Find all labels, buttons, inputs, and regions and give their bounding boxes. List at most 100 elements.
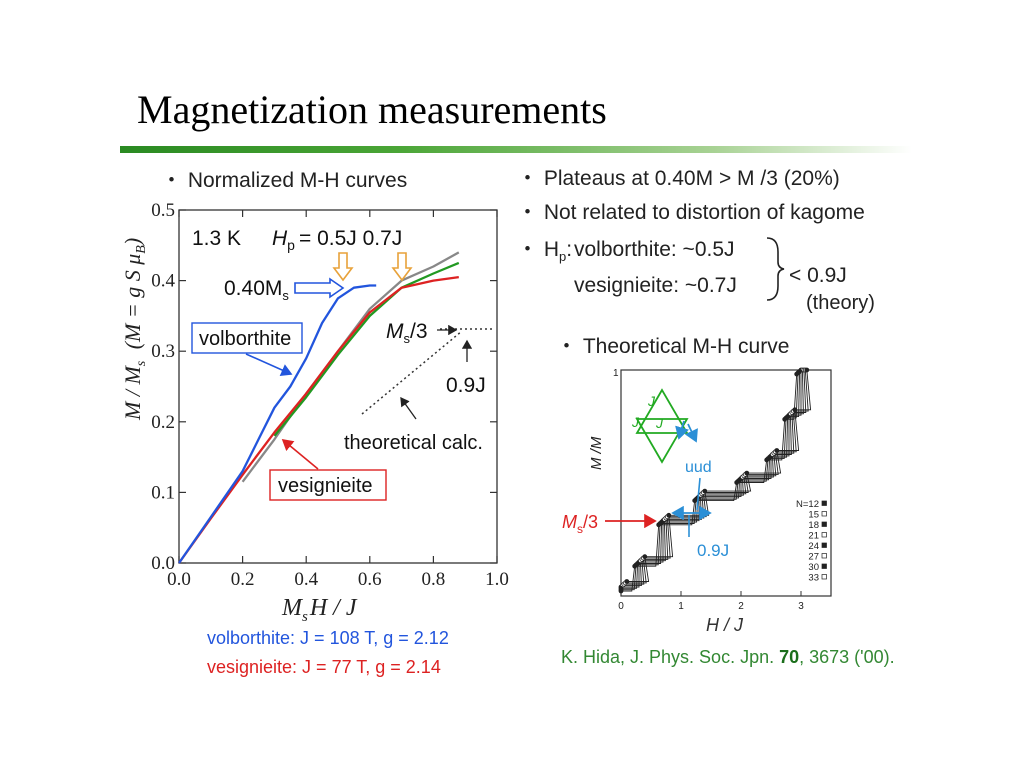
- inset-point: [618, 588, 624, 594]
- hp-theory-note: (theory): [806, 292, 875, 314]
- bullet-distortion: ・ Not related to distortion of kagome: [517, 201, 865, 224]
- legend-entry: 24: [808, 541, 819, 552]
- y-tick-label: 0.0: [151, 553, 175, 574]
- uud-label: uud: [685, 459, 712, 476]
- x-tick-label: 0.8: [422, 569, 446, 590]
- ms3-inset-label: Ms/3: [562, 512, 598, 536]
- x-tick-label: 1.0: [485, 569, 509, 590]
- legend-entry: 27: [808, 552, 819, 563]
- kagome-star: J J J: [631, 388, 698, 464]
- inset-curve: [626, 369, 812, 582]
- title-divider: [120, 146, 912, 153]
- inset-point: [692, 498, 698, 504]
- theory-label: theoretical calc.: [344, 432, 483, 454]
- inset-y1-label: 1: [613, 368, 619, 379]
- legend-symbol: [821, 553, 827, 559]
- h09-inset-label: 0.9J: [697, 541, 729, 560]
- y-tick-label: 0.1: [151, 482, 175, 503]
- legend-symbol: [821, 500, 827, 506]
- orange-down-arrow-1: [332, 252, 354, 282]
- vesignieite-box: [269, 469, 387, 501]
- theory-pointer: [400, 396, 417, 420]
- x-tick-label: 0.2: [231, 569, 255, 590]
- orange-down-arrow-2: [391, 252, 413, 282]
- inset-xlabel: H / J: [706, 615, 744, 635]
- vesignieite-box-label: vesignieite: [278, 475, 373, 497]
- inset-curve: [621, 374, 798, 592]
- legend-entry: 33: [808, 573, 819, 584]
- inset-point: [794, 371, 800, 377]
- legend-entry: 30: [808, 562, 819, 573]
- left-axis-ticks: [178, 209, 498, 564]
- inset-plot-frame: [620, 369, 832, 597]
- inset-x-tick-label: 3: [798, 601, 804, 612]
- hp-volborthite: volborthite: ~0.5J: [574, 238, 735, 261]
- inset-point: [656, 522, 662, 528]
- inset-point: [764, 457, 770, 463]
- x-tick-label: 0.4: [294, 569, 318, 590]
- y-tick-label: 0.4: [151, 271, 175, 292]
- svg-text:J: J: [631, 414, 640, 430]
- left-xlabel: MsH / J: [281, 595, 358, 625]
- left-ylabel: M / Ms (M = g S μB): [120, 238, 149, 421]
- slide-title: Magnetization measurements: [137, 87, 607, 132]
- inset-x-tick-label: 1: [678, 601, 684, 612]
- hp-annotation: Hp = 0.5J 0.7J: [272, 227, 402, 253]
- temperature-label: 1.3 K: [192, 227, 241, 250]
- inset-point: [666, 512, 672, 518]
- inset-curve: [621, 370, 802, 588]
- legend-symbol: [821, 574, 827, 580]
- curve-volborthite: [178, 284, 377, 564]
- left-plot-curves: [178, 251, 460, 564]
- inset-curve: [623, 369, 807, 585]
- x-tick-label: 0.6: [358, 569, 382, 590]
- inset-curve: [621, 371, 801, 589]
- inset-point: [774, 448, 780, 453]
- inset-point: [744, 470, 750, 476]
- plateau-label: 0.40Ms: [224, 277, 289, 303]
- hp-theory-value: < 0.9J: [789, 264, 847, 287]
- legend-symbol: [821, 511, 827, 517]
- left-plot-frame: [178, 209, 498, 564]
- legend-symbol: [821, 521, 827, 527]
- legend-entry: N=12: [796, 499, 819, 510]
- bullet-hp: ・ Hp:: [517, 238, 572, 264]
- vesignieite-pointer: [281, 438, 319, 470]
- inset-point: [632, 563, 638, 569]
- volborthite-box-label: volborthite: [199, 328, 291, 350]
- volborthite-box: [191, 322, 303, 354]
- inset-point: [702, 488, 708, 494]
- volborthite-pointer: [245, 353, 293, 376]
- inset-point: [642, 554, 648, 560]
- legend-symbol: [821, 542, 827, 548]
- inset-point: [782, 416, 788, 422]
- y-tick-label: 0.5: [151, 200, 175, 221]
- theory-dotted-line: [361, 330, 463, 415]
- legend-symbol: [821, 563, 827, 569]
- inset-point: [624, 579, 630, 584]
- inset-curve: [622, 369, 804, 587]
- citation: K. Hida, J. Phys. Soc. Jpn. 70, 3673 ('0…: [561, 647, 895, 667]
- blue-right-arrow: [294, 277, 345, 299]
- inset-point: [804, 367, 810, 373]
- inset-axis-ticks: 0 1 2 3: [618, 591, 804, 612]
- vesignieite-params: vesignieite: J = 77 T, g = 2.14: [207, 657, 441, 677]
- inset-x-tick-label: 0: [618, 601, 624, 612]
- inset-curve: [621, 372, 799, 591]
- inset-ylabel: M /M: [588, 436, 605, 470]
- x-tick-label: 0.0: [167, 569, 191, 590]
- curly-brace: [766, 237, 785, 301]
- left-axis-tick-labels: 0.0 0.2 0.4 0.6 0.8 1.0 0.0 0.1 0.2 0.3 0.4 0.5: [151, 200, 509, 590]
- curve-vesignieite: [178, 275, 459, 564]
- ms3-label: Ms/3: [386, 320, 428, 346]
- uud-pointer: [696, 477, 701, 511]
- y-tick-label: 0.3: [151, 341, 175, 362]
- legend-entry: 15: [808, 510, 819, 521]
- legend-symbol: [821, 532, 827, 538]
- bullet-plateaus: ・ Plateaus at 0.40M > M /3 (20%): [517, 167, 840, 190]
- curve: [273, 261, 460, 437]
- svg-text:J: J: [647, 393, 656, 409]
- inset-curve: [625, 369, 809, 584]
- legend-entry: 21: [808, 531, 819, 542]
